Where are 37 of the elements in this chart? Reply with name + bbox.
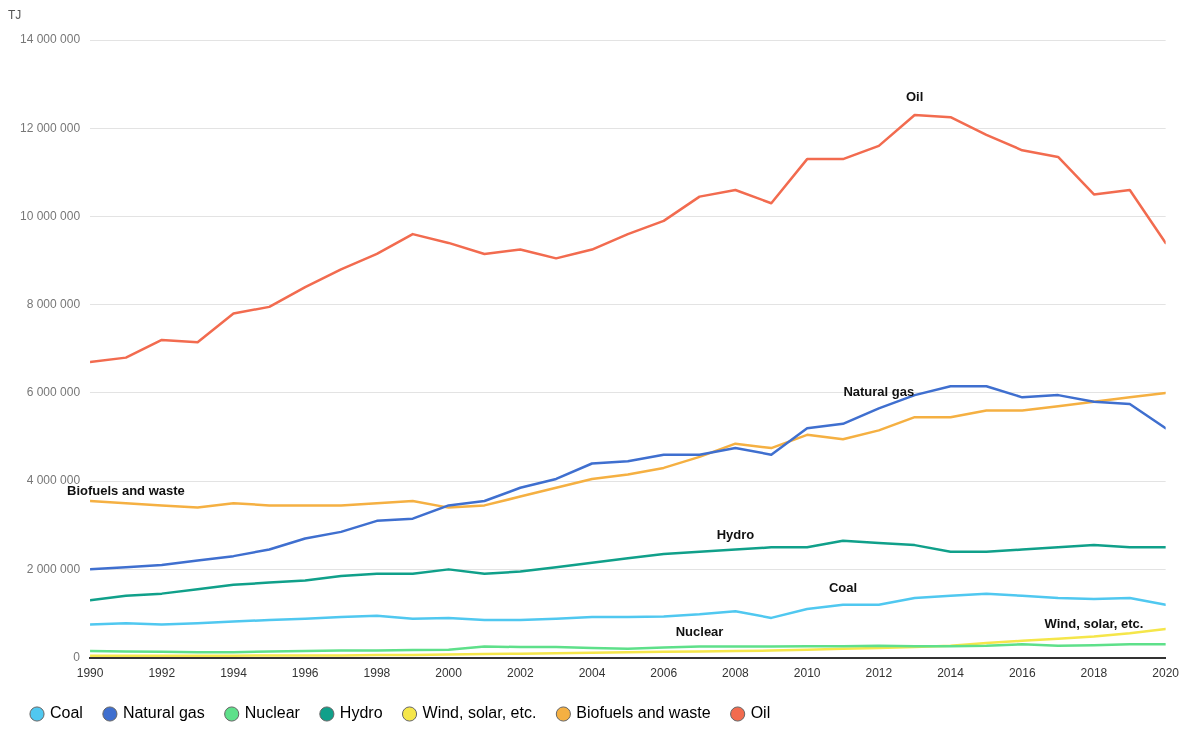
x-tick-label: 2000	[435, 666, 463, 681]
text: Hydro	[716, 527, 755, 543]
x-tick-label: 2014	[937, 666, 965, 681]
x-tick-label: 2010	[793, 666, 821, 681]
text: Wind, solar, etc.	[1044, 616, 1144, 631]
y-tick-label: 10 000 000	[20, 208, 81, 223]
text: Oil	[906, 88, 924, 104]
x-tick-label: 2018	[1080, 666, 1108, 681]
y-tick-label: 14 000 000	[20, 32, 81, 47]
x-tick-label: 2002	[506, 666, 534, 681]
y-tick-label: 8 000 000	[26, 297, 81, 311]
legend-label: Nuclear	[244, 704, 301, 722]
legend-label: Hydro	[339, 704, 383, 722]
x-tick-label: 2020	[1152, 666, 1180, 681]
x-tick-label: 1998	[363, 666, 391, 681]
y-axis-title: TJ	[8, 8, 22, 23]
x-tick-label: 2016	[1008, 666, 1036, 681]
legend-label: Biofuels and waste	[576, 704, 711, 722]
x-tick-label: 2012	[865, 666, 893, 681]
text: Nuclear	[675, 624, 724, 640]
y-tick-label: 6 000 000	[26, 385, 81, 400]
text: Natural gas	[843, 383, 915, 399]
y-tick-label: 0	[73, 649, 81, 664]
legend-label: Coal	[50, 704, 83, 722]
x-tick-label: 2006	[650, 666, 678, 681]
x-tick-label: 1994	[220, 666, 248, 681]
x-tick-label: 2004	[578, 666, 606, 681]
y-tick-label: 2 000 000	[26, 561, 81, 576]
legend-label: Natural gas	[122, 704, 205, 722]
x-tick-label: 1996	[291, 666, 319, 681]
legend-label: Wind, solar, etc.	[422, 704, 537, 722]
y-tick-label: 12 000 000	[20, 120, 81, 135]
text: Coal	[828, 580, 858, 596]
legend-label: Oil	[750, 704, 771, 722]
x-tick-label: 1990	[76, 666, 104, 681]
x-tick-label: 2008	[722, 666, 750, 681]
x-tick-label: 1992	[148, 666, 176, 681]
